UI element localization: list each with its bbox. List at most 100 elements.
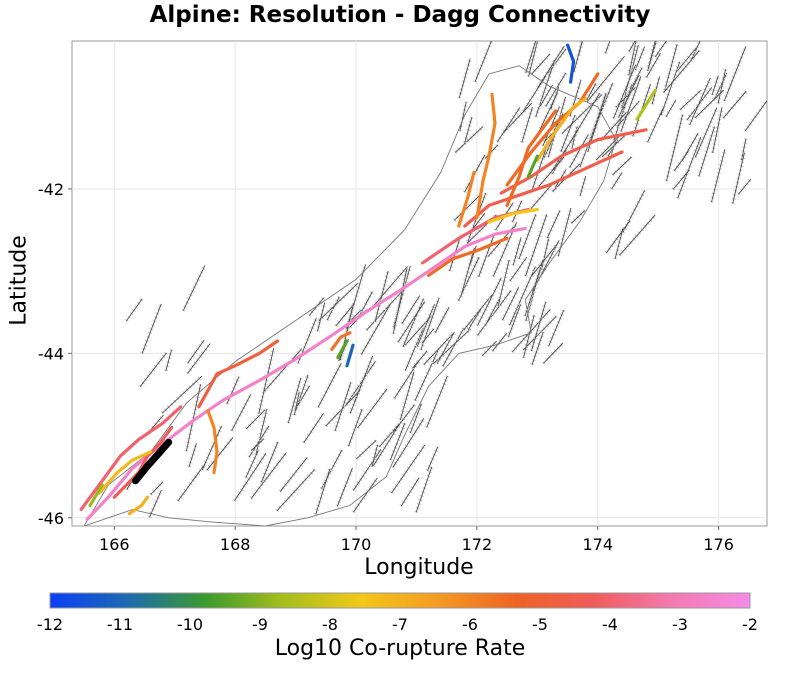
background-fault-trace [474, 41, 492, 83]
background-fault-trace [260, 441, 279, 483]
background-fault-trace [317, 362, 342, 408]
colorbar-tick-label: -10 [177, 615, 203, 634]
background-fault-trace [616, 100, 640, 127]
background-fault-trace [404, 327, 424, 371]
background-fault-trace [250, 452, 287, 499]
background-fault-trace [349, 384, 362, 414]
background-fault-trace [601, 135, 626, 158]
x-axis-ticks: 166 168 170 172 174 176 [99, 526, 734, 554]
background-fault-trace [149, 414, 164, 432]
colorbar-tick-label: -2 [742, 615, 758, 634]
background-fault-trace [436, 332, 455, 364]
background-fault-trace [258, 348, 275, 414]
background-fault-trace [677, 136, 702, 199]
y-axis-ticks: -42 -44 -46 [38, 180, 72, 528]
background-fault-trace [379, 423, 400, 448]
background-fault-trace [628, 41, 637, 76]
background-fault-trace [634, 46, 646, 71]
background-fault-trace [478, 235, 495, 277]
background-fault-trace [663, 50, 700, 93]
segment-northern-inland [475, 92, 497, 220]
background-fault-trace [531, 142, 549, 192]
segment-fiordland-red [112, 425, 174, 499]
background-fault-trace [698, 126, 715, 177]
background-fault-trace [392, 268, 408, 334]
y-tick-label: -46 [38, 509, 64, 528]
background-fault-trace [276, 469, 316, 512]
colorbar-label: Log10 Co-rupture Rate [274, 636, 526, 661]
chart-title: Alpine: Resolution - Dagg Connectivity [149, 2, 651, 28]
background-fault-trace [497, 259, 510, 307]
segment-fiordland-offshore [79, 405, 183, 512]
background-fault-trace [612, 156, 632, 176]
segment-resolution-dagg [132, 438, 173, 485]
x-tick-label: 176 [703, 535, 734, 554]
segment-alpine-main [85, 226, 527, 521]
background-fault-trace [187, 339, 205, 364]
background-fault-trace [722, 90, 747, 119]
background-fault-trace [416, 303, 436, 347]
colorbar-tick-label: -7 [392, 615, 408, 634]
background-fault-trace [348, 408, 363, 447]
background-fault-trace [360, 304, 391, 355]
segment-inland-west [457, 170, 476, 228]
background-fault-trace [141, 303, 162, 354]
background-fault-trace [503, 102, 533, 133]
background-fault-trace [497, 107, 521, 143]
background-fault-trace [472, 212, 486, 230]
background-fault-trace [665, 99, 677, 118]
background-fault-trace [226, 376, 240, 405]
background-fault-trace [535, 60, 556, 117]
background-fault-trace [426, 375, 448, 428]
background-fault-trace [389, 422, 406, 461]
background-fault-trace [614, 227, 624, 260]
segment-kekerengu [535, 96, 588, 162]
background-fault-trace [234, 452, 267, 502]
background-fault-trace [507, 304, 522, 338]
background-fault-trace [530, 182, 555, 209]
colorbar-tick-label: -11 [107, 615, 133, 634]
background-fault-trace [732, 152, 745, 204]
colorbar-ticks: -12 -11 -10 -9 -8 -7 -6 -5 -4 -3 -2 [37, 615, 758, 634]
background-fault-trace [518, 214, 537, 260]
background-fault-trace [412, 350, 428, 369]
background-fault-trace [628, 41, 636, 52]
background-fault-trace [326, 296, 340, 321]
background-fault-trace [352, 477, 378, 513]
segment-waimea-fault [505, 109, 558, 207]
background-fault-trace [402, 298, 425, 347]
coastline [83, 65, 617, 526]
background-fault-trace [717, 69, 727, 104]
background-fault-trace [538, 156, 565, 187]
segment-awatere-fault [499, 128, 648, 195]
background-fault-trace [660, 61, 681, 116]
segment-clarence-fault [463, 150, 624, 228]
segment-porters-pass [427, 236, 509, 277]
background-fault-trace [201, 425, 223, 471]
background-fault-trace [531, 240, 560, 293]
background-fault-trace [161, 375, 203, 414]
x-tick-label: 166 [99, 535, 130, 554]
background-fault-trace [712, 107, 723, 153]
background-fault-trace [531, 53, 551, 75]
background-fault-trace [318, 282, 359, 322]
colorbar-tick-label: -9 [252, 615, 268, 634]
background-fault-trace [357, 388, 388, 429]
background-fault-trace [647, 107, 664, 143]
segment-north-tip-olive [635, 88, 657, 121]
background-fault-trace [509, 266, 536, 326]
background-fault-trace [139, 352, 167, 387]
background-fault-trace [741, 138, 747, 161]
background-fault-trace [206, 437, 234, 471]
colorbar-tick-label: -6 [462, 615, 478, 634]
background-fault-trace [415, 466, 433, 513]
background-fault-trace [245, 450, 259, 478]
background-fault-trace [492, 333, 508, 352]
segment-nelson-blue [566, 43, 576, 84]
background-fault-trace [356, 439, 377, 460]
segment-southern-stub [127, 495, 150, 516]
background-fault-trace [606, 220, 631, 254]
background-fault-trace [531, 331, 544, 365]
background-fault-trace [607, 139, 619, 157]
background-fault-trace [394, 359, 420, 399]
